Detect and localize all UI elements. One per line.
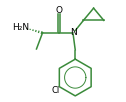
Text: O: O: [55, 6, 62, 15]
Text: N: N: [70, 28, 77, 37]
Text: H₂N: H₂N: [13, 23, 30, 32]
Text: Cl: Cl: [51, 86, 59, 95]
